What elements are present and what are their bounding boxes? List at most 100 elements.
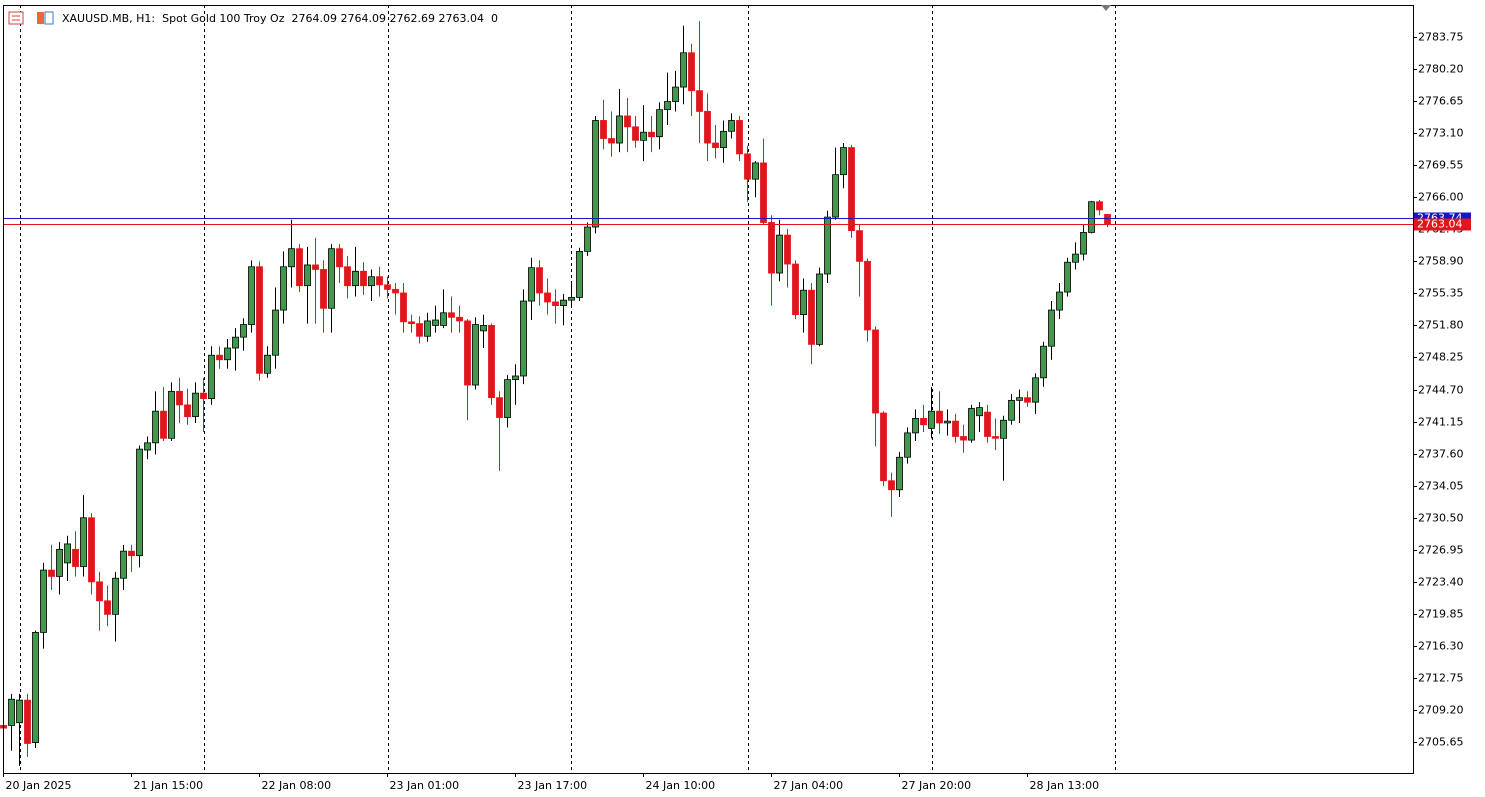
separators — [20, 5, 1116, 773]
candle-body — [96, 581, 103, 602]
candle-body — [1040, 345, 1047, 379]
candle-body — [504, 379, 511, 418]
bid-label-box — [1414, 218, 1471, 231]
candle-body — [536, 267, 543, 294]
y-tick-label: 2709.20 — [1418, 704, 1464, 717]
candle-body — [840, 147, 847, 176]
candle-body — [816, 273, 823, 345]
candle-body — [984, 411, 991, 437]
x-tick-label: 21 Jan 15:00 — [134, 779, 204, 792]
candle-body — [760, 162, 767, 223]
candle-body — [224, 347, 231, 361]
candle-body — [720, 130, 727, 148]
candle-body — [904, 432, 911, 458]
candle-body — [288, 248, 295, 268]
y-tick-label: 2780.20 — [1418, 63, 1464, 76]
candle-body — [1080, 232, 1087, 255]
candle-body — [512, 375, 519, 381]
y-tick-label: 2755.35 — [1418, 287, 1464, 300]
candle-body — [1104, 214, 1111, 225]
candle-body — [744, 153, 751, 180]
candle-body — [336, 248, 343, 268]
candle-body — [704, 111, 711, 144]
candle-body — [560, 299, 567, 306]
candle-body — [360, 270, 367, 287]
shift-marker — [1101, 5, 1111, 11]
candle-body — [688, 52, 695, 92]
candle-body — [680, 52, 687, 88]
y-tick-label: 2766.00 — [1418, 191, 1464, 204]
candle-body — [408, 321, 415, 325]
plot-border — [3, 5, 1414, 774]
y-tick-label: 2783.75 — [1418, 31, 1464, 44]
candle-body — [416, 323, 423, 337]
x-tick-label: 24 Jan 10:00 — [646, 779, 716, 792]
candle-body — [784, 234, 791, 265]
candle-body — [832, 174, 839, 218]
candle-body — [912, 418, 919, 434]
candle-body — [1064, 261, 1071, 293]
candle-body — [992, 436, 999, 439]
candle-body — [568, 297, 575, 301]
candle-body — [424, 320, 431, 337]
candle-body — [168, 390, 175, 439]
candle-body — [8, 698, 15, 726]
y-tick-label: 2719.85 — [1418, 608, 1464, 621]
y-tick-label: 2705.65 — [1418, 736, 1464, 749]
candle-body — [640, 131, 647, 141]
candle-body — [440, 312, 447, 326]
candle-body — [1032, 377, 1039, 403]
description: Spot Gold 100 Troy Oz — [162, 12, 285, 25]
candle-body — [1008, 399, 1015, 421]
candle-body — [544, 292, 551, 303]
candle-body — [1096, 201, 1103, 211]
candle-body — [40, 569, 47, 633]
candle-body — [24, 699, 31, 744]
candle-body — [392, 288, 399, 294]
x-tick-label: 28 Jan 13:00 — [1030, 779, 1100, 792]
x-tick-label: 20 Jan 2025 — [6, 779, 72, 792]
candle-body — [56, 548, 63, 577]
candle-body — [240, 324, 247, 338]
high: 2764.09 — [340, 12, 386, 25]
candle-body — [528, 267, 535, 302]
icon — [37, 12, 44, 24]
symbol: XAUUSD.MB, H1: — [62, 12, 155, 25]
candle-body — [320, 269, 327, 309]
candle-body — [72, 548, 79, 567]
candle-body — [728, 120, 735, 132]
candle-body — [920, 418, 927, 426]
candle-body — [16, 699, 23, 724]
candle-body — [624, 115, 631, 128]
candle-body — [952, 420, 959, 437]
y-tick-label: 2726.95 — [1418, 544, 1464, 557]
candle-body — [272, 309, 279, 356]
candle-body — [1024, 397, 1031, 403]
candle-body — [48, 569, 55, 577]
candle-body — [256, 266, 263, 374]
candle-body — [384, 284, 391, 290]
candle-body — [280, 266, 287, 311]
candle-body — [1048, 309, 1055, 347]
y-tick-label: 2751.80 — [1418, 319, 1464, 332]
candle-body — [888, 480, 895, 491]
candle-body — [400, 292, 407, 323]
candle-body — [632, 126, 639, 141]
candle-body — [104, 600, 111, 615]
candle-body — [152, 410, 159, 444]
candle-body — [872, 329, 879, 414]
candle-body — [672, 86, 679, 102]
candle-body — [696, 90, 703, 112]
candle-body — [480, 325, 487, 332]
candle-body — [576, 250, 583, 298]
candle-body — [488, 325, 495, 399]
candle-body — [808, 289, 815, 345]
candle-body — [968, 408, 975, 441]
close: 2763.04 — [438, 12, 484, 25]
candle-body — [144, 442, 151, 451]
bid-label: 2763.04 — [1417, 218, 1463, 231]
candle-body — [328, 248, 335, 309]
candle-body — [120, 550, 127, 579]
y-tick-label: 2748.25 — [1418, 351, 1464, 364]
candle-body — [112, 577, 119, 615]
